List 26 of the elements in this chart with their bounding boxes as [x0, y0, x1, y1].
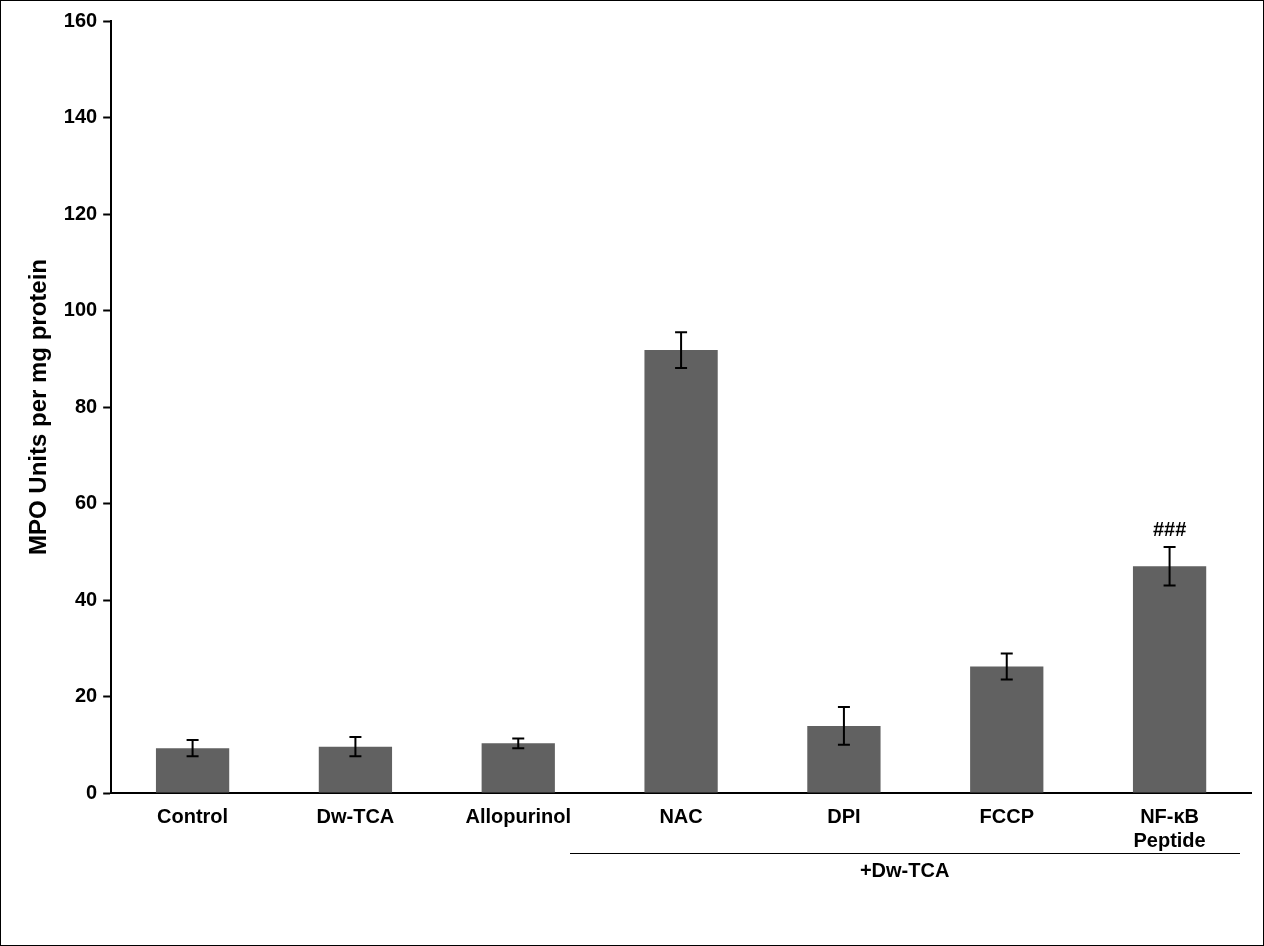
y-axis-title: MPO Units per mg protein	[24, 258, 52, 556]
y-tick-label: 100	[63, 298, 98, 321]
x-tick-label: NAC	[659, 804, 703, 827]
y-tick-label: 140	[63, 105, 98, 128]
x-tick-label: DPI	[827, 804, 861, 827]
x-tick-label: Control	[157, 804, 229, 827]
x-tick-label: FCCP	[979, 804, 1034, 827]
bar	[318, 746, 393, 793]
y-tick-label: 0	[86, 780, 98, 803]
y-tick-label: 20	[74, 684, 98, 707]
y-tick-label: 120	[63, 201, 98, 224]
bar	[970, 666, 1044, 793]
text: +Dw-TCA	[859, 858, 950, 881]
x-tick-label: Dw-TCA	[316, 804, 395, 827]
x-tick-label: Allopurinol	[465, 804, 572, 827]
bar	[644, 350, 718, 793]
bar	[1132, 566, 1207, 793]
y-tick-label: 60	[74, 491, 98, 514]
y-tick-label: 160	[63, 8, 98, 31]
x-tick-label: NF-κB Peptide	[1133, 804, 1206, 851]
bar	[481, 743, 555, 793]
y-tick-label: 80	[74, 394, 98, 417]
y-tick-label: 40	[74, 587, 98, 610]
annotation: ###	[1152, 518, 1187, 541]
bar	[807, 725, 881, 793]
bar	[155, 748, 230, 793]
